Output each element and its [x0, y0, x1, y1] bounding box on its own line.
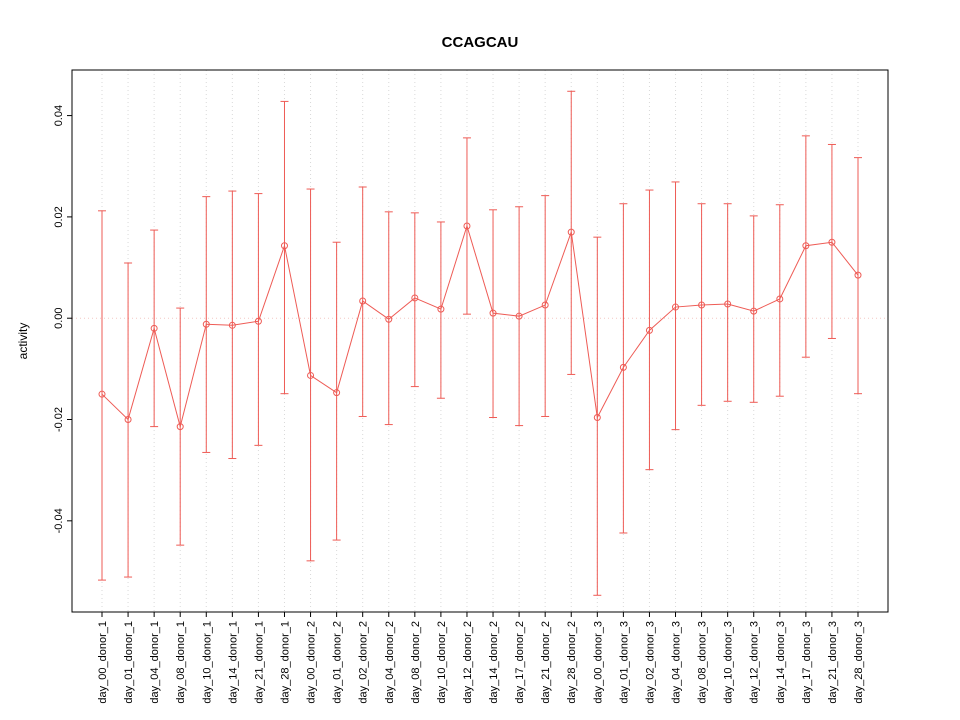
error-bar	[775, 204, 784, 397]
data-points-group	[98, 222, 862, 431]
x-tick-label: day_10_donor_3	[723, 621, 735, 704]
data-point	[463, 222, 471, 230]
error-bar	[827, 143, 836, 339]
data-point	[437, 305, 445, 313]
x-tick-label: day_17_donor_3	[801, 621, 813, 704]
x-tick-label: day_04_donor_3	[671, 621, 683, 704]
data-point	[124, 416, 132, 424]
data-point	[228, 321, 236, 329]
x-tick-label: day_01_donor_1	[123, 621, 135, 704]
x-tick-label: day_04_donor_1	[149, 621, 161, 704]
x-tick-label: day_02_donor_2	[358, 621, 370, 704]
data-point	[359, 297, 367, 305]
data-point	[541, 301, 549, 309]
series-line-group	[101, 224, 859, 429]
x-tick-label: day_10_donor_1	[201, 621, 213, 704]
x-tick-label: day_02_donor_3	[644, 621, 656, 704]
data-point	[776, 295, 784, 303]
y-tick-label: -0.04	[53, 508, 65, 533]
data-point	[854, 271, 862, 279]
x-tick-label: day_12_donor_3	[749, 621, 761, 704]
error-bar	[228, 190, 237, 460]
error-bar	[489, 209, 498, 418]
y-tick-label: -0.02	[53, 407, 65, 432]
x-tick-label: day_08_donor_1	[175, 621, 187, 704]
error-bar	[671, 181, 680, 431]
error-bars	[98, 90, 862, 596]
data-point	[307, 371, 315, 379]
axes: day_00_donor_1 day_01_donor_1 day_04_donor…	[53, 69, 889, 704]
data-point	[567, 228, 575, 236]
data-point	[828, 238, 836, 246]
error-bar	[749, 215, 758, 403]
data-point	[176, 423, 184, 431]
x-tick-label: day_14_donor_3	[775, 621, 787, 704]
x-tick-label: day_17_donor_2	[514, 621, 526, 704]
data-point	[254, 317, 262, 325]
data-point	[150, 324, 158, 332]
y-tick-label: 0.04	[53, 105, 65, 126]
data-point	[202, 320, 210, 328]
x-tick-label: day_12_donor_2	[462, 621, 474, 704]
x-tick-label: day_14_donor_1	[227, 621, 239, 704]
data-point	[672, 303, 680, 311]
y-tick-label: 0.00	[53, 307, 65, 328]
error-bar	[697, 203, 706, 406]
data-point	[333, 389, 341, 397]
data-point	[593, 413, 601, 421]
error-bar	[723, 203, 732, 402]
x-tick-label: day_00_donor_3	[592, 621, 604, 704]
x-tick-label: day_21_donor_1	[253, 621, 265, 704]
x-tick-label: day_10_donor_2	[436, 621, 448, 704]
x-tick-label: day_28_donor_3	[853, 621, 865, 704]
error-bar	[436, 221, 445, 399]
error-bar	[541, 195, 550, 417]
error-bar	[410, 212, 419, 388]
data-point	[515, 312, 523, 320]
y-axis-title: activity	[16, 323, 30, 360]
x-tick-label: day_21_donor_3	[827, 621, 839, 704]
data-point	[385, 315, 393, 323]
x-tick-label: day_01_donor_3	[618, 621, 630, 704]
y-tick-label: 0.02	[53, 206, 65, 227]
chart-title: CCAGCAU	[442, 34, 519, 51]
x-tick-label: day_00_donor_1	[97, 621, 109, 704]
x-tick-label: day_21_donor_2	[540, 621, 552, 704]
error-bar	[98, 210, 106, 581]
x-tick-label: day_28_donor_2	[566, 621, 578, 704]
series-polyline	[101, 224, 859, 429]
x-tick-label: day_14_donor_2	[488, 621, 500, 704]
x-tick-label: day_08_donor_3	[697, 621, 709, 704]
plot-border	[71, 69, 889, 613]
data-point	[645, 326, 653, 334]
error-bar	[384, 211, 393, 426]
data-point	[280, 242, 288, 250]
data-point	[98, 390, 106, 398]
x-tick-label: day_01_donor_2	[332, 621, 344, 704]
x-tick-label: day_00_donor_2	[306, 621, 318, 704]
error-bar	[854, 157, 862, 395]
x-tick-label: day_28_donor_1	[279, 621, 291, 704]
data-point	[489, 309, 497, 317]
x-tick-label: day_08_donor_2	[410, 621, 422, 704]
data-point	[802, 242, 810, 250]
data-point	[619, 363, 627, 371]
data-point	[698, 301, 706, 309]
data-point	[724, 300, 732, 308]
gridlines	[101, 70, 859, 612]
data-point	[411, 294, 419, 302]
error-bar	[254, 193, 263, 446]
data-point	[750, 307, 758, 315]
x-tick-label: day_04_donor_2	[384, 621, 396, 704]
